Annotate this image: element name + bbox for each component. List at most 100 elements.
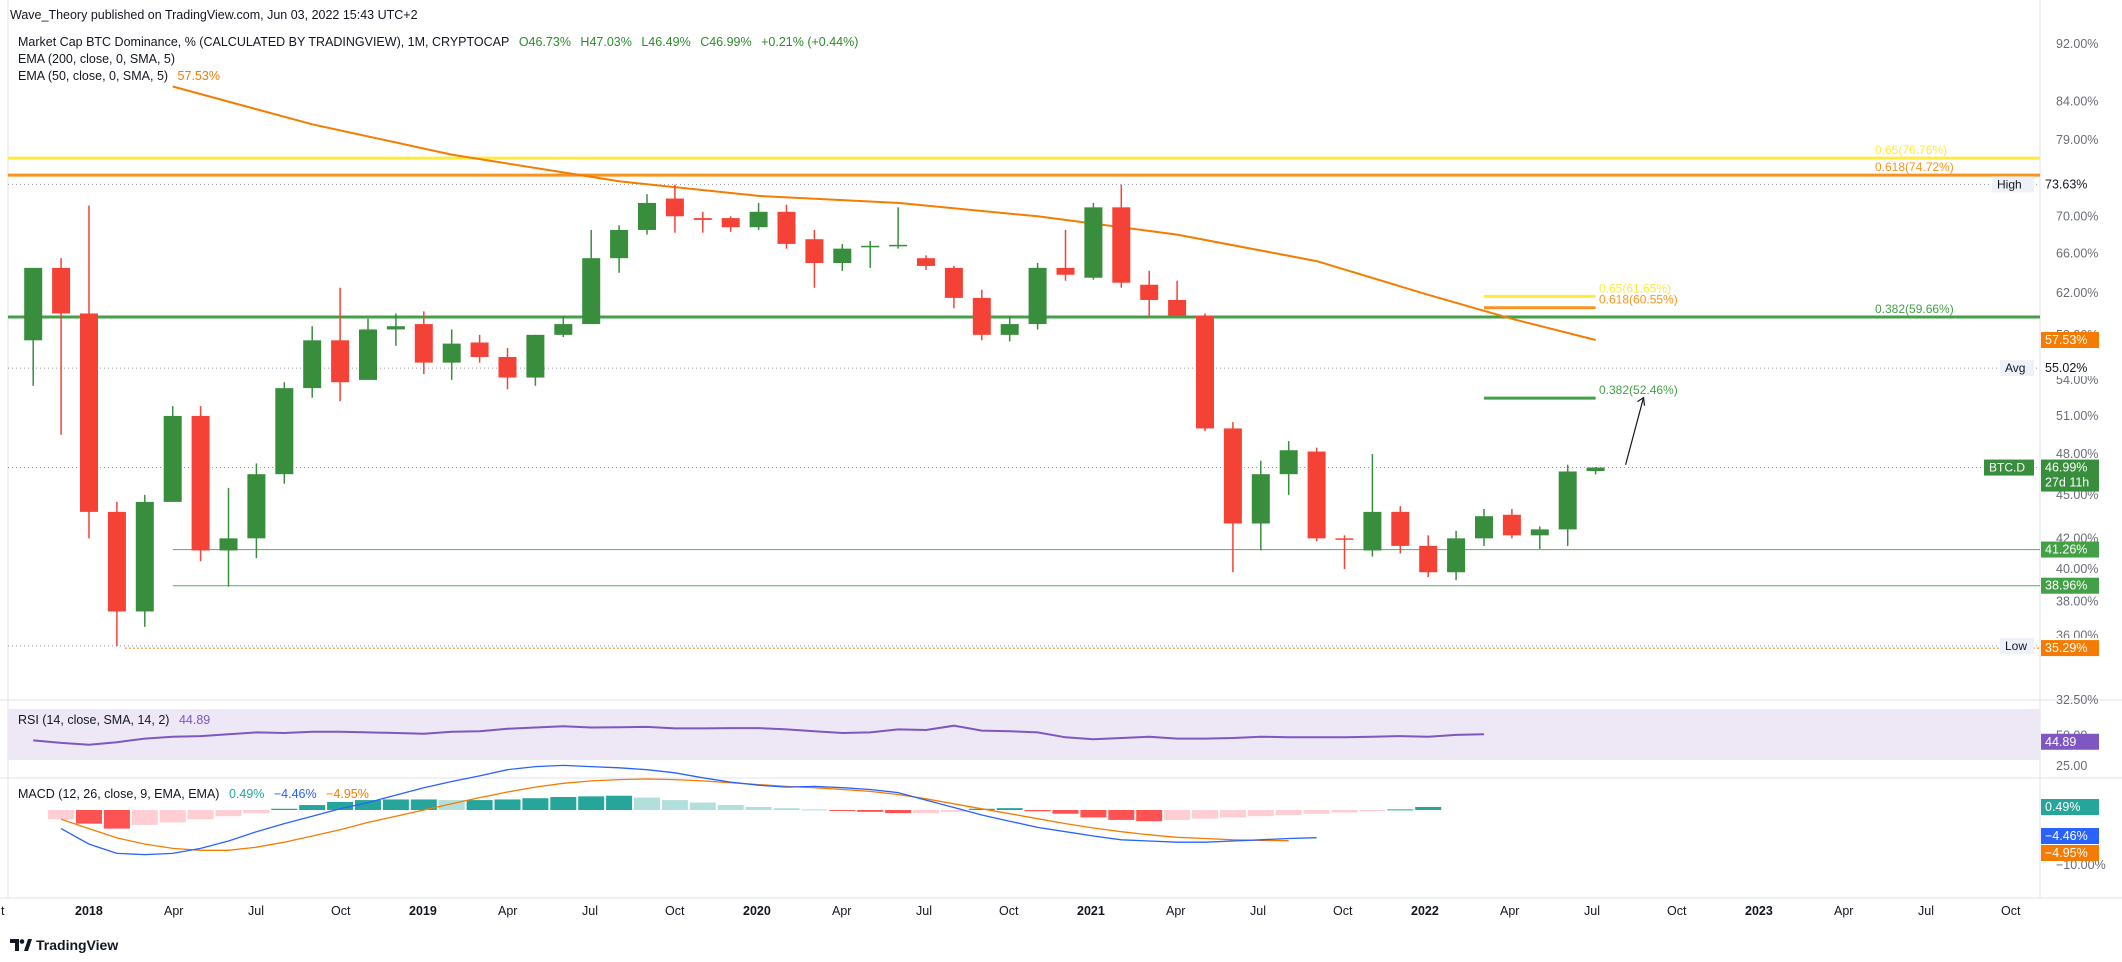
candle-body[interactable] — [917, 258, 935, 266]
candle-body[interactable] — [1112, 207, 1131, 283]
candle-body[interactable] — [135, 501, 154, 612]
candle-body[interactable] — [972, 297, 991, 335]
candle-body[interactable] — [1586, 467, 1605, 472]
price-badge — [2041, 541, 2099, 558]
candle-body[interactable] — [219, 538, 238, 551]
candle-body[interactable] — [414, 324, 433, 363]
candle-body[interactable] — [359, 329, 377, 380]
candle-body[interactable] — [721, 218, 740, 228]
candle-body[interactable] — [582, 258, 601, 325]
time-tick-label: Oct — [1333, 904, 1353, 918]
macd-histogram-bar — [522, 798, 549, 810]
price-tick-label: 51.00% — [2056, 409, 2098, 423]
candle-body[interactable] — [944, 267, 963, 298]
candle-body[interactable] — [749, 211, 768, 228]
price-badge-countdown: 27d 11h — [2045, 476, 2089, 490]
candle-body[interactable] — [1056, 267, 1075, 275]
macd-histogram-bar — [410, 799, 437, 810]
level-label: 0.382(52.46%) — [1599, 383, 1678, 397]
macd-histogram-bar — [466, 800, 493, 810]
macd-histogram-bar — [327, 801, 354, 810]
candle-body[interactable] — [1279, 450, 1298, 475]
candle-body[interactable] — [777, 211, 796, 244]
badge-tag-label: Avg — [2005, 361, 2025, 375]
candle-body[interactable] — [24, 267, 43, 341]
candle-body[interactable] — [1196, 315, 1214, 429]
candle-body[interactable] — [861, 245, 880, 248]
time-tick-label: 2022 — [1411, 904, 1439, 918]
price-badge-label: 41.26% — [2045, 543, 2087, 557]
candle-body[interactable] — [386, 326, 405, 330]
time-tick-label: Jul — [1250, 904, 1266, 918]
candle-body[interactable] — [1307, 451, 1326, 539]
candle-body[interactable] — [442, 343, 461, 363]
candle-body[interactable] — [1028, 267, 1047, 325]
candle-body[interactable] — [303, 340, 322, 389]
candle-body[interactable] — [1391, 511, 1410, 546]
macd-histogram-bar — [578, 796, 605, 810]
legend-open: O46.73% — [518, 35, 571, 49]
candle-body[interactable] — [275, 388, 294, 475]
time-tick-label: 2020 — [743, 904, 771, 918]
candle-body[interactable] — [498, 356, 517, 378]
candle-body[interactable] — [1223, 428, 1242, 524]
candle-body[interactable] — [833, 248, 852, 264]
macd-histogram-bar — [1247, 810, 1274, 817]
candle-body[interactable] — [107, 511, 126, 612]
candle-body[interactable] — [554, 324, 573, 335]
macd-histogram-bar — [243, 810, 270, 814]
candle-body[interactable] — [889, 244, 908, 247]
candle-body[interactable] — [1000, 324, 1019, 335]
candle-body[interactable] — [1335, 538, 1354, 540]
candle-body[interactable] — [638, 202, 656, 230]
macd-histogram-bar — [801, 809, 828, 811]
macd-histogram-bar — [1108, 810, 1135, 820]
macd-histogram-bar — [857, 810, 884, 812]
candle-body[interactable] — [805, 239, 824, 264]
time-tick-label: Jul — [1918, 904, 1934, 918]
candle-body[interactable] — [1502, 514, 1521, 536]
projection-arrowhead — [1637, 396, 1646, 406]
candle-body[interactable] — [470, 342, 489, 357]
macd-histogram-bar — [48, 810, 75, 820]
time-tick-label: Apr — [164, 904, 183, 918]
candle-body[interactable] — [80, 313, 98, 512]
time-tick-label: Apr — [1166, 904, 1185, 918]
candle-body[interactable] — [1168, 299, 1187, 316]
candle-body[interactable] — [665, 198, 684, 217]
candle-body[interactable] — [1447, 538, 1466, 573]
candle-body[interactable] — [331, 340, 350, 383]
macd-badge-label: −4.95% — [2045, 846, 2088, 860]
macd-histogram-bar — [1415, 806, 1442, 810]
rsi-line — [33, 724, 1485, 746]
candle-body[interactable] — [1419, 545, 1438, 573]
rsi-tick-label: 25.00 — [2056, 759, 2087, 773]
time-tick-label: 2023 — [1745, 904, 1773, 918]
candle-body[interactable] — [52, 267, 71, 314]
candle-body[interactable] — [247, 474, 266, 539]
macd-histogram-bar — [940, 810, 967, 812]
macd-histogram-bar — [187, 810, 214, 820]
price-tick-label: 54.00% — [2056, 373, 2098, 387]
candle-body[interactable] — [163, 415, 182, 502]
time-tick-label: 2021 — [1077, 904, 1105, 918]
candle-body[interactable] — [693, 218, 712, 220]
candle-body[interactable] — [1558, 471, 1577, 530]
candle-body[interactable] — [1251, 474, 1270, 524]
macd-line-value: −4.46% — [273, 787, 317, 801]
candle-body[interactable] — [191, 415, 210, 551]
rsi-legend: RSI (14, close, SMA, 14, 2) 44.89 — [18, 713, 216, 727]
tradingview-logo[interactable]: TradingView — [10, 937, 118, 953]
candle-body[interactable] — [610, 229, 629, 259]
candle-body[interactable] — [1084, 207, 1103, 278]
price-badge — [2041, 577, 2099, 594]
candle-body[interactable] — [1140, 284, 1159, 300]
candle-body[interactable] — [1475, 516, 1493, 539]
macd-histogram-bar — [1052, 810, 1079, 814]
candle-body[interactable] — [526, 334, 545, 378]
macd-histogram-bar — [382, 799, 409, 810]
price-tick-label: 66.00% — [2056, 246, 2098, 260]
candle-body[interactable] — [1530, 529, 1549, 536]
candle-body[interactable] — [1363, 511, 1382, 551]
